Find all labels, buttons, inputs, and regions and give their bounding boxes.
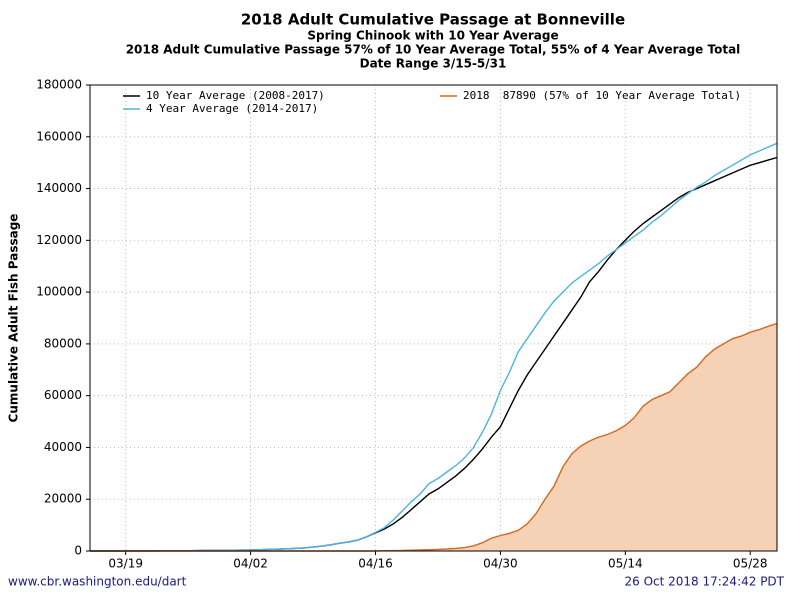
y-tick-label: 80000 (44, 336, 82, 350)
x-tick-label: 04/16 (358, 557, 393, 571)
chart-subtitle: 2018 Adult Cumulative Passage 57% of 10 … (126, 43, 741, 57)
x-tick-label: 04/02 (233, 557, 268, 571)
y-tick-label: 20000 (44, 492, 82, 506)
y-tick-label: 0 (74, 544, 82, 558)
legend-label: 4 Year Average (2014-2017) (146, 102, 318, 115)
timestamp: 26 Oct 2018 17:24:42 PDT (624, 575, 784, 589)
legend-label: 2018 87890 (57% of 10 Year Average Total… (463, 89, 741, 102)
y-axis-label: Cumulative Adult Fish Passage (7, 214, 21, 423)
y-tick-label: 180000 (36, 78, 82, 92)
chart-title: 2018 Adult Cumulative Passage at Bonnevi… (241, 11, 625, 29)
x-tick-label: 05/28 (733, 557, 768, 571)
legend-label: 10 Year Average (2008-2017) (146, 89, 325, 102)
y-tick-label: 40000 (44, 440, 82, 454)
y-tick-label: 160000 (36, 129, 82, 143)
x-tick-label: 05/14 (608, 557, 643, 571)
y-tick-label: 120000 (36, 233, 82, 247)
area (90, 323, 777, 551)
source: www.cbr.washington.edu/dart (8, 575, 187, 589)
chart-subtitle: Date Range 3/15-5/31 (360, 57, 507, 71)
x-tick-label: 03/19 (108, 557, 143, 571)
chart-subtitle: Spring Chinook with 10 Year Average (307, 29, 558, 43)
y-tick-label: 100000 (36, 285, 82, 299)
x-tick-label: 04/30 (483, 557, 518, 571)
y-tick-label: 60000 (44, 388, 82, 402)
y-tick-label: 140000 (36, 181, 82, 195)
plot-frame (89, 84, 778, 552)
